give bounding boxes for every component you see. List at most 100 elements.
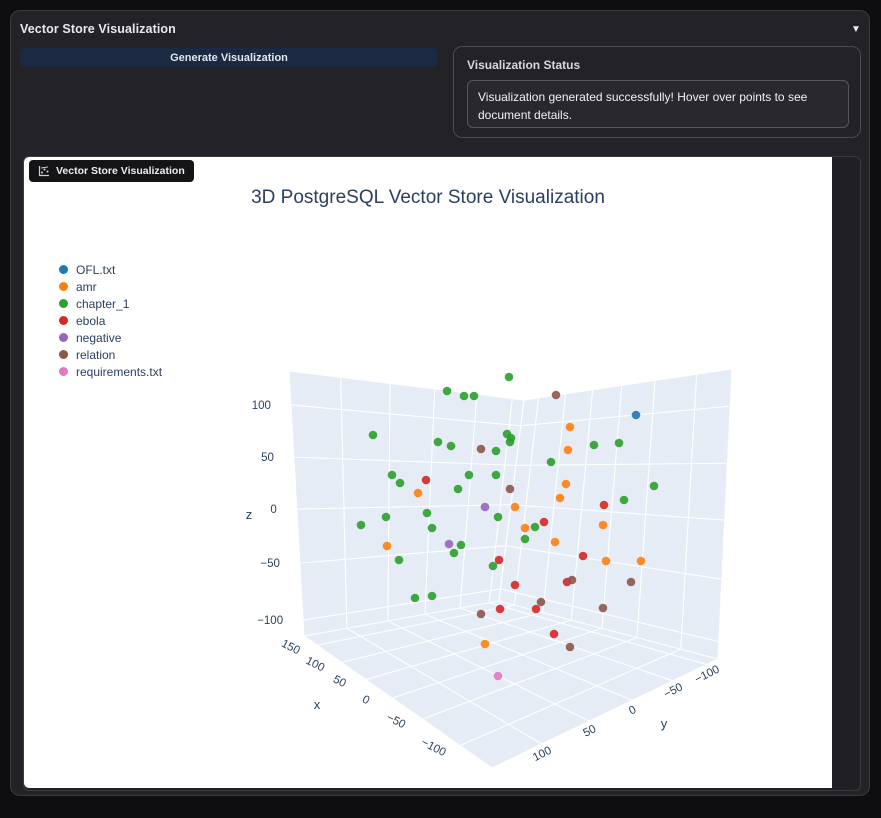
- svg-text:0: 0: [627, 704, 638, 718]
- svg-text:x: x: [314, 697, 321, 712]
- scatter-point[interactable]: [464, 470, 474, 480]
- series-amr: [382, 422, 646, 649]
- scatter-point[interactable]: [649, 481, 659, 491]
- scatter-point[interactable]: [433, 437, 443, 447]
- scatter-point[interactable]: [565, 422, 575, 432]
- legend-item[interactable]: OFL.txt: [59, 261, 162, 278]
- legend-item[interactable]: amr: [59, 278, 162, 295]
- axis-titles: x y z: [246, 507, 668, 731]
- scatter-point[interactable]: [422, 508, 432, 518]
- series-negative: [444, 502, 490, 549]
- legend-marker-icon: [59, 333, 68, 342]
- scatter-point[interactable]: [567, 575, 577, 585]
- scatter-point[interactable]: [413, 488, 423, 498]
- scatter-point[interactable]: [626, 577, 636, 587]
- legend-label: amr: [76, 279, 97, 294]
- scatter-point[interactable]: [510, 502, 520, 512]
- scatter-point[interactable]: [453, 484, 463, 494]
- scatter-point[interactable]: [495, 604, 505, 614]
- scatter-point[interactable]: [469, 391, 479, 401]
- scatter-point[interactable]: [491, 470, 501, 480]
- scatter-point[interactable]: [421, 475, 431, 485]
- legend-label: ebola: [76, 313, 106, 328]
- scatter-point[interactable]: [531, 604, 541, 614]
- legend-marker-icon: [59, 316, 68, 325]
- scatter-chart-icon: [38, 165, 50, 177]
- scatter-point[interactable]: [491, 446, 501, 456]
- scatter-point[interactable]: [505, 484, 515, 494]
- legend-item[interactable]: chapter_1: [59, 295, 162, 312]
- legend-item[interactable]: ebola: [59, 312, 162, 329]
- scatter-point[interactable]: [442, 386, 452, 396]
- scatter-point[interactable]: [598, 520, 608, 530]
- chart-title: 3D PostgreSQL Vector Store Visualization: [251, 187, 605, 208]
- scatter-point[interactable]: [565, 642, 575, 652]
- scatter-point[interactable]: [510, 580, 520, 590]
- scatter-point[interactable]: [456, 540, 466, 550]
- scatter-point[interactable]: [488, 561, 498, 571]
- legend-label: relation: [76, 347, 116, 362]
- scatter-point[interactable]: [555, 493, 565, 503]
- scatter-point[interactable]: [578, 551, 588, 561]
- collapse-chevron-icon[interactable]: ▼: [847, 21, 865, 39]
- scatter-point[interactable]: [563, 445, 573, 455]
- scatter-point[interactable]: [520, 534, 530, 544]
- svg-text:150: 150: [279, 638, 302, 657]
- scatter-point[interactable]: [493, 512, 503, 522]
- scatter-point[interactable]: [387, 470, 397, 480]
- scatter-point[interactable]: [536, 597, 546, 607]
- svg-text:−50: −50: [260, 558, 280, 570]
- scatter-point[interactable]: [520, 523, 530, 533]
- legend-marker-icon: [59, 265, 68, 274]
- scatter-point[interactable]: [551, 390, 561, 400]
- scatter-point[interactable]: [539, 517, 549, 527]
- scatter-point[interactable]: [599, 500, 609, 510]
- scatter-point[interactable]: [480, 502, 490, 512]
- generate-visualization-button[interactable]: Generate Visualization: [20, 48, 438, 67]
- scatter-point[interactable]: [476, 609, 486, 619]
- scatter-point[interactable]: [494, 555, 504, 565]
- scatter-point[interactable]: [636, 556, 646, 566]
- scatter-point[interactable]: [394, 555, 404, 565]
- legend-item[interactable]: relation: [59, 346, 162, 363]
- scatter-point[interactable]: [459, 391, 469, 401]
- scatter-point[interactable]: [505, 437, 515, 447]
- scatter-point[interactable]: [449, 548, 459, 558]
- scatter-point[interactable]: [382, 541, 392, 551]
- scatter-point[interactable]: [368, 430, 378, 440]
- scatter-point[interactable]: [561, 479, 571, 489]
- scatter-point[interactable]: [410, 593, 420, 603]
- scatter-point[interactable]: [550, 537, 560, 547]
- legend-label: requirements.txt: [76, 364, 163, 379]
- scatter-point[interactable]: [480, 639, 490, 649]
- scatter-point[interactable]: [395, 478, 405, 488]
- status-panel-label: Visualization Status: [467, 58, 581, 72]
- legend-item[interactable]: requirements.txt: [59, 363, 162, 380]
- scatter-point[interactable]: [427, 523, 437, 533]
- scatter-point[interactable]: [601, 556, 611, 566]
- svg-text:−50: −50: [384, 712, 407, 732]
- scatter-point[interactable]: [619, 495, 629, 505]
- svg-text:−100: −100: [419, 737, 448, 759]
- scatter-point[interactable]: [444, 539, 454, 549]
- scatter-point[interactable]: [598, 603, 608, 613]
- scatter-point[interactable]: [381, 512, 391, 522]
- legend-item[interactable]: negative: [59, 329, 162, 346]
- scatter-point[interactable]: [549, 629, 559, 639]
- scatter-point[interactable]: [427, 591, 437, 601]
- scatter-point[interactable]: [446, 441, 456, 451]
- plot-tab: Vector Store Visualization: [29, 160, 194, 182]
- scatter-point[interactable]: [504, 372, 514, 382]
- scatter-point[interactable]: [631, 410, 641, 420]
- scatter-point[interactable]: [476, 444, 486, 454]
- scatter-point[interactable]: [589, 440, 599, 450]
- scatter-point[interactable]: [614, 438, 624, 448]
- scatter-point[interactable]: [493, 671, 503, 681]
- svg-text:z: z: [246, 507, 253, 522]
- legend-marker-icon: [59, 350, 68, 359]
- scatter-point[interactable]: [546, 457, 556, 467]
- scatter-point[interactable]: [530, 522, 540, 532]
- scatter-point[interactable]: [356, 520, 366, 530]
